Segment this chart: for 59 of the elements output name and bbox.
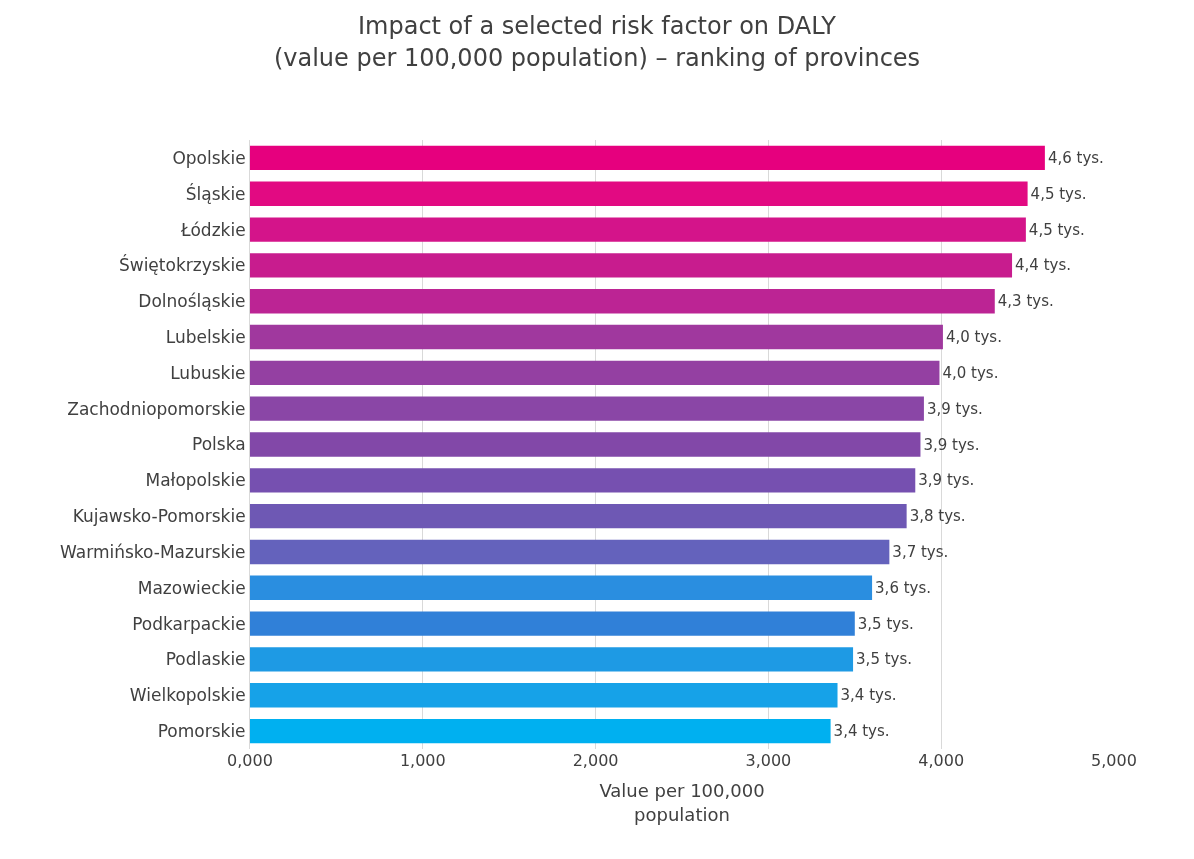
data-label: 3,9 tys. <box>926 399 983 418</box>
data-label: 3,5 tys. <box>857 614 914 633</box>
bar <box>250 718 831 744</box>
x-tick-label: 3,000 <box>745 751 792 770</box>
data-label: 3,9 tys. <box>923 435 980 454</box>
bar <box>250 468 916 493</box>
data-label: 4,0 tys. <box>945 328 1002 347</box>
y-tick-label: Polska <box>192 434 246 455</box>
y-tick-label: Wielkopolskie <box>129 685 246 706</box>
bar <box>250 289 995 314</box>
y-tick-label: Lubelskie <box>165 326 246 347</box>
bar <box>250 360 940 386</box>
data-label: 4,5 tys. <box>1030 184 1087 203</box>
bar <box>250 432 921 457</box>
bar <box>250 396 924 421</box>
y-tick-label: Dolnośląskie <box>138 291 246 312</box>
bar <box>250 145 1045 171</box>
bar <box>250 539 890 565</box>
data-label: 4,5 tys. <box>1028 220 1085 239</box>
y-tick-label: Małopolskie <box>145 470 246 491</box>
bar <box>250 217 1026 242</box>
data-label: 3,4 tys. <box>840 686 897 705</box>
x-tick-label: 5,000 <box>1091 751 1137 770</box>
y-tick-label: Podlaskie <box>165 649 246 670</box>
data-label: 3,6 tys. <box>875 578 932 597</box>
data-label: 4,0 tys. <box>942 363 999 382</box>
bar <box>250 647 854 672</box>
data-label: 4,4 tys. <box>1015 256 1072 275</box>
data-label: 4,6 tys. <box>1047 148 1104 167</box>
bar <box>250 324 943 350</box>
bar <box>250 181 1028 206</box>
data-label: 3,5 tys. <box>856 650 913 669</box>
y-tick-label: Warmińsko-Mazurskie <box>60 541 246 562</box>
bar <box>250 575 873 600</box>
y-tick-label: Zachodniopomorskie <box>67 398 246 419</box>
y-tick-label: Kujawsko-Pomorskie <box>72 506 246 527</box>
bar <box>250 253 1013 278</box>
x-tick-label: 1,000 <box>399 751 446 770</box>
y-tick-label: Śląskie <box>185 182 246 204</box>
y-tick-label: Pomorskie <box>157 721 246 742</box>
data-label: 3,7 tys. <box>892 542 949 561</box>
y-tick-label: Mazowieckie <box>137 577 246 598</box>
data-label: 3,8 tys. <box>909 507 966 526</box>
y-tick-label: Podkarpackie <box>132 613 246 634</box>
x-tick-label: 0,000 <box>227 751 273 770</box>
data-label: 4,3 tys. <box>997 292 1054 311</box>
bar <box>250 683 838 708</box>
data-label: 3,9 tys. <box>918 471 975 490</box>
x-tick-label: 4,000 <box>918 751 965 770</box>
bar <box>250 611 855 636</box>
bar <box>250 503 907 529</box>
y-tick-label: Opolskie <box>172 147 246 168</box>
chart-title: Impact of a selected risk factor on DALY (value per 100,000 population) – ranking of provinces <box>273 12 921 72</box>
y-tick-label: Lubuskie <box>170 362 246 383</box>
x-tick-label: 2,000 <box>572 751 619 770</box>
data-label: 3,4 tys. <box>833 722 890 741</box>
y-tick-label: Świętokrzyskie <box>118 254 246 276</box>
x-axis-title: Value per 100,000 population <box>599 780 765 825</box>
y-tick-label: Łódzkie <box>179 219 246 240</box>
